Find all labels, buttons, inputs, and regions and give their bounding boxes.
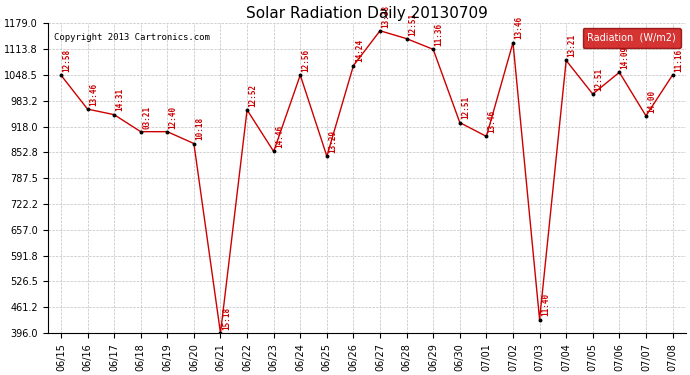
Point — [587, 91, 598, 97]
Text: 12:51: 12:51 — [461, 96, 470, 119]
Text: 10:18: 10:18 — [195, 117, 204, 140]
Text: 12:40: 12:40 — [168, 105, 177, 129]
Text: 15:18: 15:18 — [221, 307, 231, 330]
Point — [215, 330, 226, 336]
Point — [667, 72, 678, 78]
Text: 03:21: 03:21 — [142, 105, 151, 129]
Text: 14:09: 14:09 — [621, 46, 630, 69]
Point — [322, 153, 333, 159]
Text: 11:16: 11:16 — [674, 49, 683, 72]
Point — [614, 69, 625, 75]
Point — [241, 107, 253, 113]
Text: 14:24: 14:24 — [355, 39, 364, 62]
Point — [108, 112, 119, 118]
Point — [401, 36, 412, 42]
Text: 11:40: 11:40 — [541, 293, 550, 316]
Legend: Radiation  (W/m2): Radiation (W/m2) — [582, 28, 681, 48]
Point — [188, 141, 199, 147]
Text: 13:46: 13:46 — [514, 16, 523, 39]
Point — [295, 72, 306, 78]
Point — [640, 113, 651, 119]
Point — [481, 134, 492, 140]
Text: 13:29: 13:29 — [328, 130, 337, 153]
Text: 13:21: 13:21 — [567, 34, 577, 57]
Text: 12:58: 12:58 — [62, 49, 71, 72]
Text: 14:31: 14:31 — [115, 88, 124, 111]
Text: 13:46: 13:46 — [488, 110, 497, 133]
Text: 12:52: 12:52 — [248, 84, 257, 107]
Point — [268, 148, 279, 154]
Text: 13:46: 13:46 — [89, 83, 98, 106]
Text: 11:36: 11:36 — [435, 23, 444, 46]
Text: 12:51: 12:51 — [408, 12, 417, 36]
Point — [55, 72, 66, 78]
Point — [428, 46, 439, 53]
Text: 14:00: 14:00 — [647, 90, 656, 112]
Text: Copyright 2013 Cartronics.com: Copyright 2013 Cartronics.com — [54, 33, 210, 42]
Point — [561, 57, 572, 63]
Point — [375, 28, 386, 34]
Text: 13:38: 13:38 — [382, 4, 391, 28]
Point — [161, 129, 172, 135]
Point — [507, 40, 518, 46]
Point — [534, 316, 545, 322]
Text: 12:56: 12:56 — [302, 49, 310, 72]
Point — [135, 129, 146, 135]
Text: 12:51: 12:51 — [594, 68, 603, 91]
Title: Solar Radiation Daily 20130709: Solar Radiation Daily 20130709 — [246, 6, 488, 21]
Point — [454, 120, 465, 126]
Point — [348, 63, 359, 69]
Text: 14:46: 14:46 — [275, 125, 284, 148]
Point — [82, 106, 93, 112]
